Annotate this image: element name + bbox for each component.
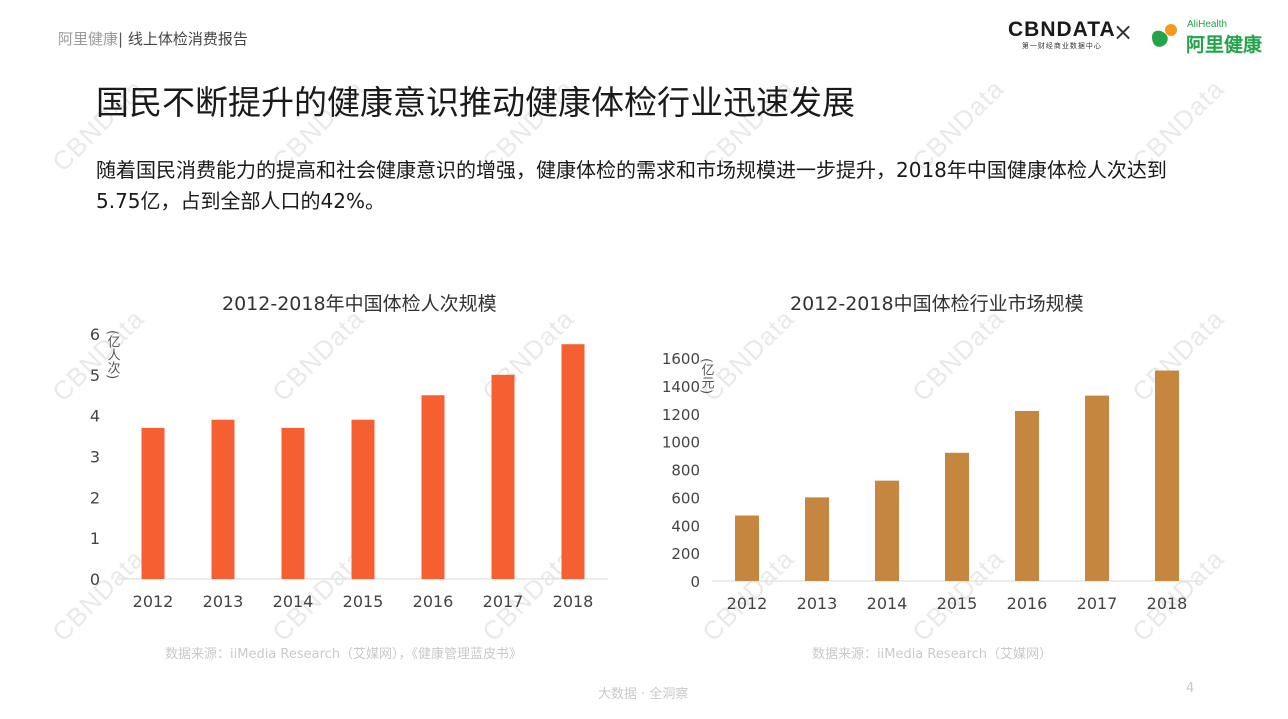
x-tick-label: 2018 (1147, 594, 1188, 613)
y-tick-label: 4 (90, 407, 100, 426)
x-tick-label: 2015 (937, 594, 978, 613)
bar (1085, 395, 1109, 581)
y-tick-label: 200 (671, 545, 700, 563)
chart2-source: 数据来源：iiMedia Research（艾媒网） (812, 647, 1053, 662)
header-report-name: 线上体检消费报告 (127, 30, 248, 48)
chart1-source: 数据来源：iiMedia Research（艾媒网），《健康管理蓝皮书》 (165, 647, 523, 662)
x-tick-label: 2012 (133, 592, 174, 611)
x-tick-label: 2014 (273, 592, 314, 611)
y-tick-label: 600 (671, 489, 700, 507)
bar (805, 497, 829, 581)
header-brand: 阿里健康 (58, 30, 119, 48)
chart2-title: 2012-2018中国体检行业市场规模 (790, 293, 1084, 315)
x-tick-label: 2012 (727, 594, 768, 613)
x-tick-label: 2013 (797, 594, 838, 613)
y-tick-label: 5 (90, 366, 100, 385)
cbndata-logo: CBNDATA 第一财经商业数据中心 (1008, 19, 1116, 51)
cbndata-logo-subtitle: 第一财经商业数据中心 (1021, 42, 1102, 50)
y-tick-label: 1600 (662, 350, 700, 368)
cbndata-logo-text: CBNDATA (1008, 18, 1116, 41)
bar (351, 419, 375, 579)
body-paragraph: 随着国民消费能力的提高和社会健康意识的增强，健康体检的需求和市场规模进一步提升，… (96, 158, 1167, 213)
y-tick-label: 0 (90, 570, 100, 589)
alihealth-logo-cn: 阿里健康 (1186, 34, 1263, 56)
bar (735, 515, 759, 581)
alihealth-logo-en: AliHealth (1187, 19, 1228, 30)
x-tick-label: 2013 (203, 592, 244, 611)
alihealth-logo-icon (1152, 24, 1177, 47)
y-axis-label: (亿人次) (105, 330, 121, 379)
footer-tagline: 大数据 · 全洞察 (598, 687, 689, 702)
x-tick-label: 2016 (413, 592, 454, 611)
page-title: 国民不断提升的健康意识推动健康体检行业迅速发展 (96, 83, 855, 122)
y-tick-label: 3 (90, 448, 100, 467)
y-tick-label: 0 (690, 573, 700, 591)
y-tick-label: 6 (90, 325, 100, 344)
y-tick-label: 1200 (662, 406, 700, 424)
y-tick-label: 2 (90, 488, 100, 507)
bar (281, 427, 305, 579)
bar (211, 419, 235, 579)
y-tick-label: 400 (671, 517, 700, 535)
x-tick-label: 2017 (483, 592, 524, 611)
bar (491, 374, 515, 579)
breadcrumb: 阿里健康| 线上体检消费报告 (58, 30, 248, 48)
x-tick-label: 2016 (1007, 594, 1048, 613)
bar (421, 395, 445, 579)
y-tick-label: 1000 (662, 434, 700, 452)
y-axis-label: (亿元) (699, 358, 715, 394)
x-tick-label: 2015 (343, 592, 384, 611)
y-tick-label: 800 (671, 462, 700, 480)
bar (141, 427, 165, 579)
chart2-market-size: 0 200 400 600 800 1000 1200 1400 1600(亿元) 2012 201… (662, 350, 1202, 613)
y-tick-label: 1 (90, 529, 100, 548)
cross-icon: × (1113, 18, 1134, 46)
page-number: 4 (1186, 681, 1195, 696)
x-tick-label: 2014 (867, 594, 908, 613)
bar (875, 480, 899, 581)
bar (1155, 370, 1179, 581)
bar (945, 452, 969, 581)
x-tick-label: 2018 (553, 592, 594, 611)
x-tick-label: 2017 (1077, 594, 1118, 613)
y-tick-label: 1400 (662, 378, 700, 396)
chart1-title: 2012-2018年中国体检人次规模 (222, 293, 497, 315)
bar (561, 344, 585, 579)
chart1-people-volume: 0 1 2 3 4 5 6 (亿人次) 2012 2013 2014 2015 2016 2017 2018 (90, 325, 608, 611)
bar (1015, 410, 1039, 581)
